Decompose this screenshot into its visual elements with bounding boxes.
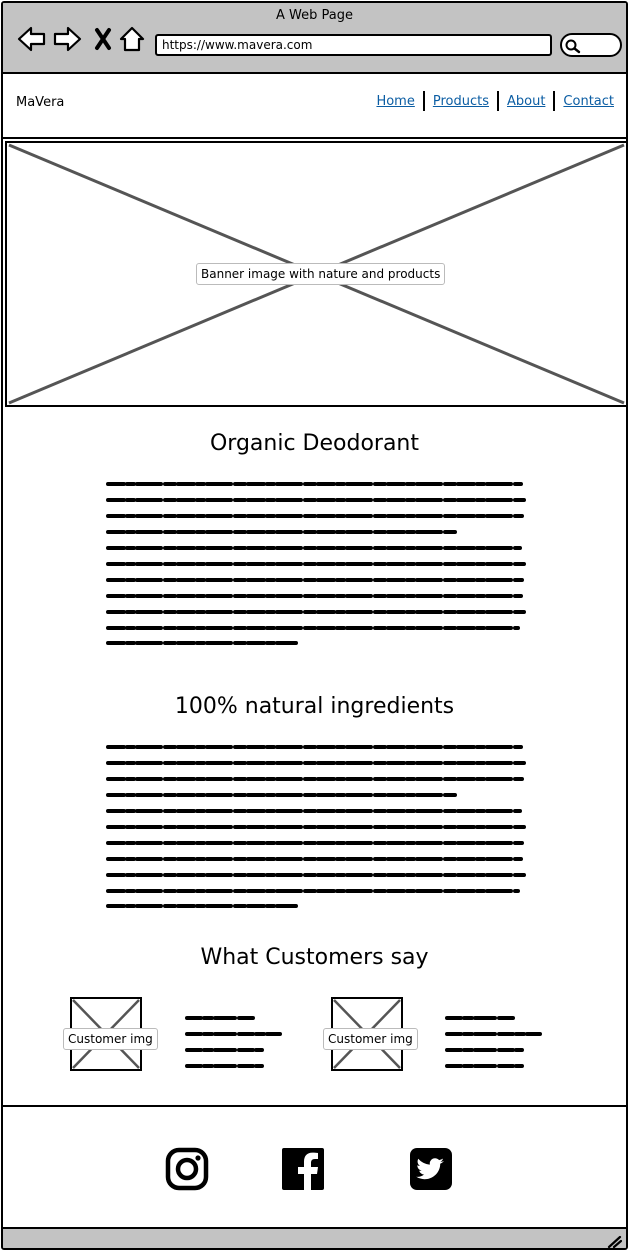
lorem-scribble-paragraph — [106, 745, 526, 908]
nav-divider — [496, 91, 499, 111]
resize-grip-icon[interactable] — [606, 1234, 622, 1248]
browser-nav-icons — [17, 26, 145, 52]
section-title-testimonials: What Customers say — [200, 945, 429, 970]
section-title-organic-deodorant: Organic Deodorant — [209, 431, 420, 456]
browser-status-bar — [3, 1229, 626, 1248]
section-title-natural-ingredients: 100% natural ingredients — [174, 694, 455, 719]
close-x-icon[interactable] — [95, 28, 111, 50]
nav-link-home[interactable]: Home — [376, 93, 415, 109]
customer-image-label: Customer img — [323, 1028, 418, 1050]
site-footer — [3, 1105, 626, 1229]
back-arrow-icon[interactable] — [17, 26, 46, 52]
forward-arrow-icon[interactable] — [53, 26, 82, 52]
nav-link-about[interactable]: About — [506, 93, 546, 109]
customer-image-label: Customer img — [63, 1028, 158, 1050]
browser-search-field[interactable] — [560, 33, 622, 57]
instagram-icon[interactable] — [165, 1147, 209, 1191]
banner-image: Banner image with nature and products — [5, 141, 626, 407]
testimonial-scribble-text — [445, 1016, 542, 1068]
site-header: MaVera Home Products About Contact — [3, 74, 626, 139]
facebook-icon[interactable] — [281, 1147, 325, 1191]
twitter-icon[interactable] — [409, 1147, 453, 1191]
nav-link-products[interactable]: Products — [432, 93, 489, 109]
testimonial-scribble-text — [185, 1016, 282, 1068]
browser-toolbar: A Web Page https://www.mavera.com — [3, 3, 626, 74]
lorem-scribble-paragraph — [106, 482, 526, 645]
banner-image-label: Banner image with nature and products — [196, 263, 446, 285]
address-bar[interactable]: https://www.mavera.com — [155, 34, 552, 56]
nav-divider — [422, 91, 425, 111]
nav-link-contact[interactable]: Contact — [563, 93, 614, 109]
home-icon[interactable] — [119, 26, 145, 52]
nav-divider — [553, 91, 556, 111]
window-title: A Web Page — [276, 8, 353, 23]
search-icon — [565, 39, 581, 54]
main-nav: Home Products About Contact — [368, 91, 622, 111]
site-logo-text[interactable]: MaVera — [16, 95, 65, 110]
